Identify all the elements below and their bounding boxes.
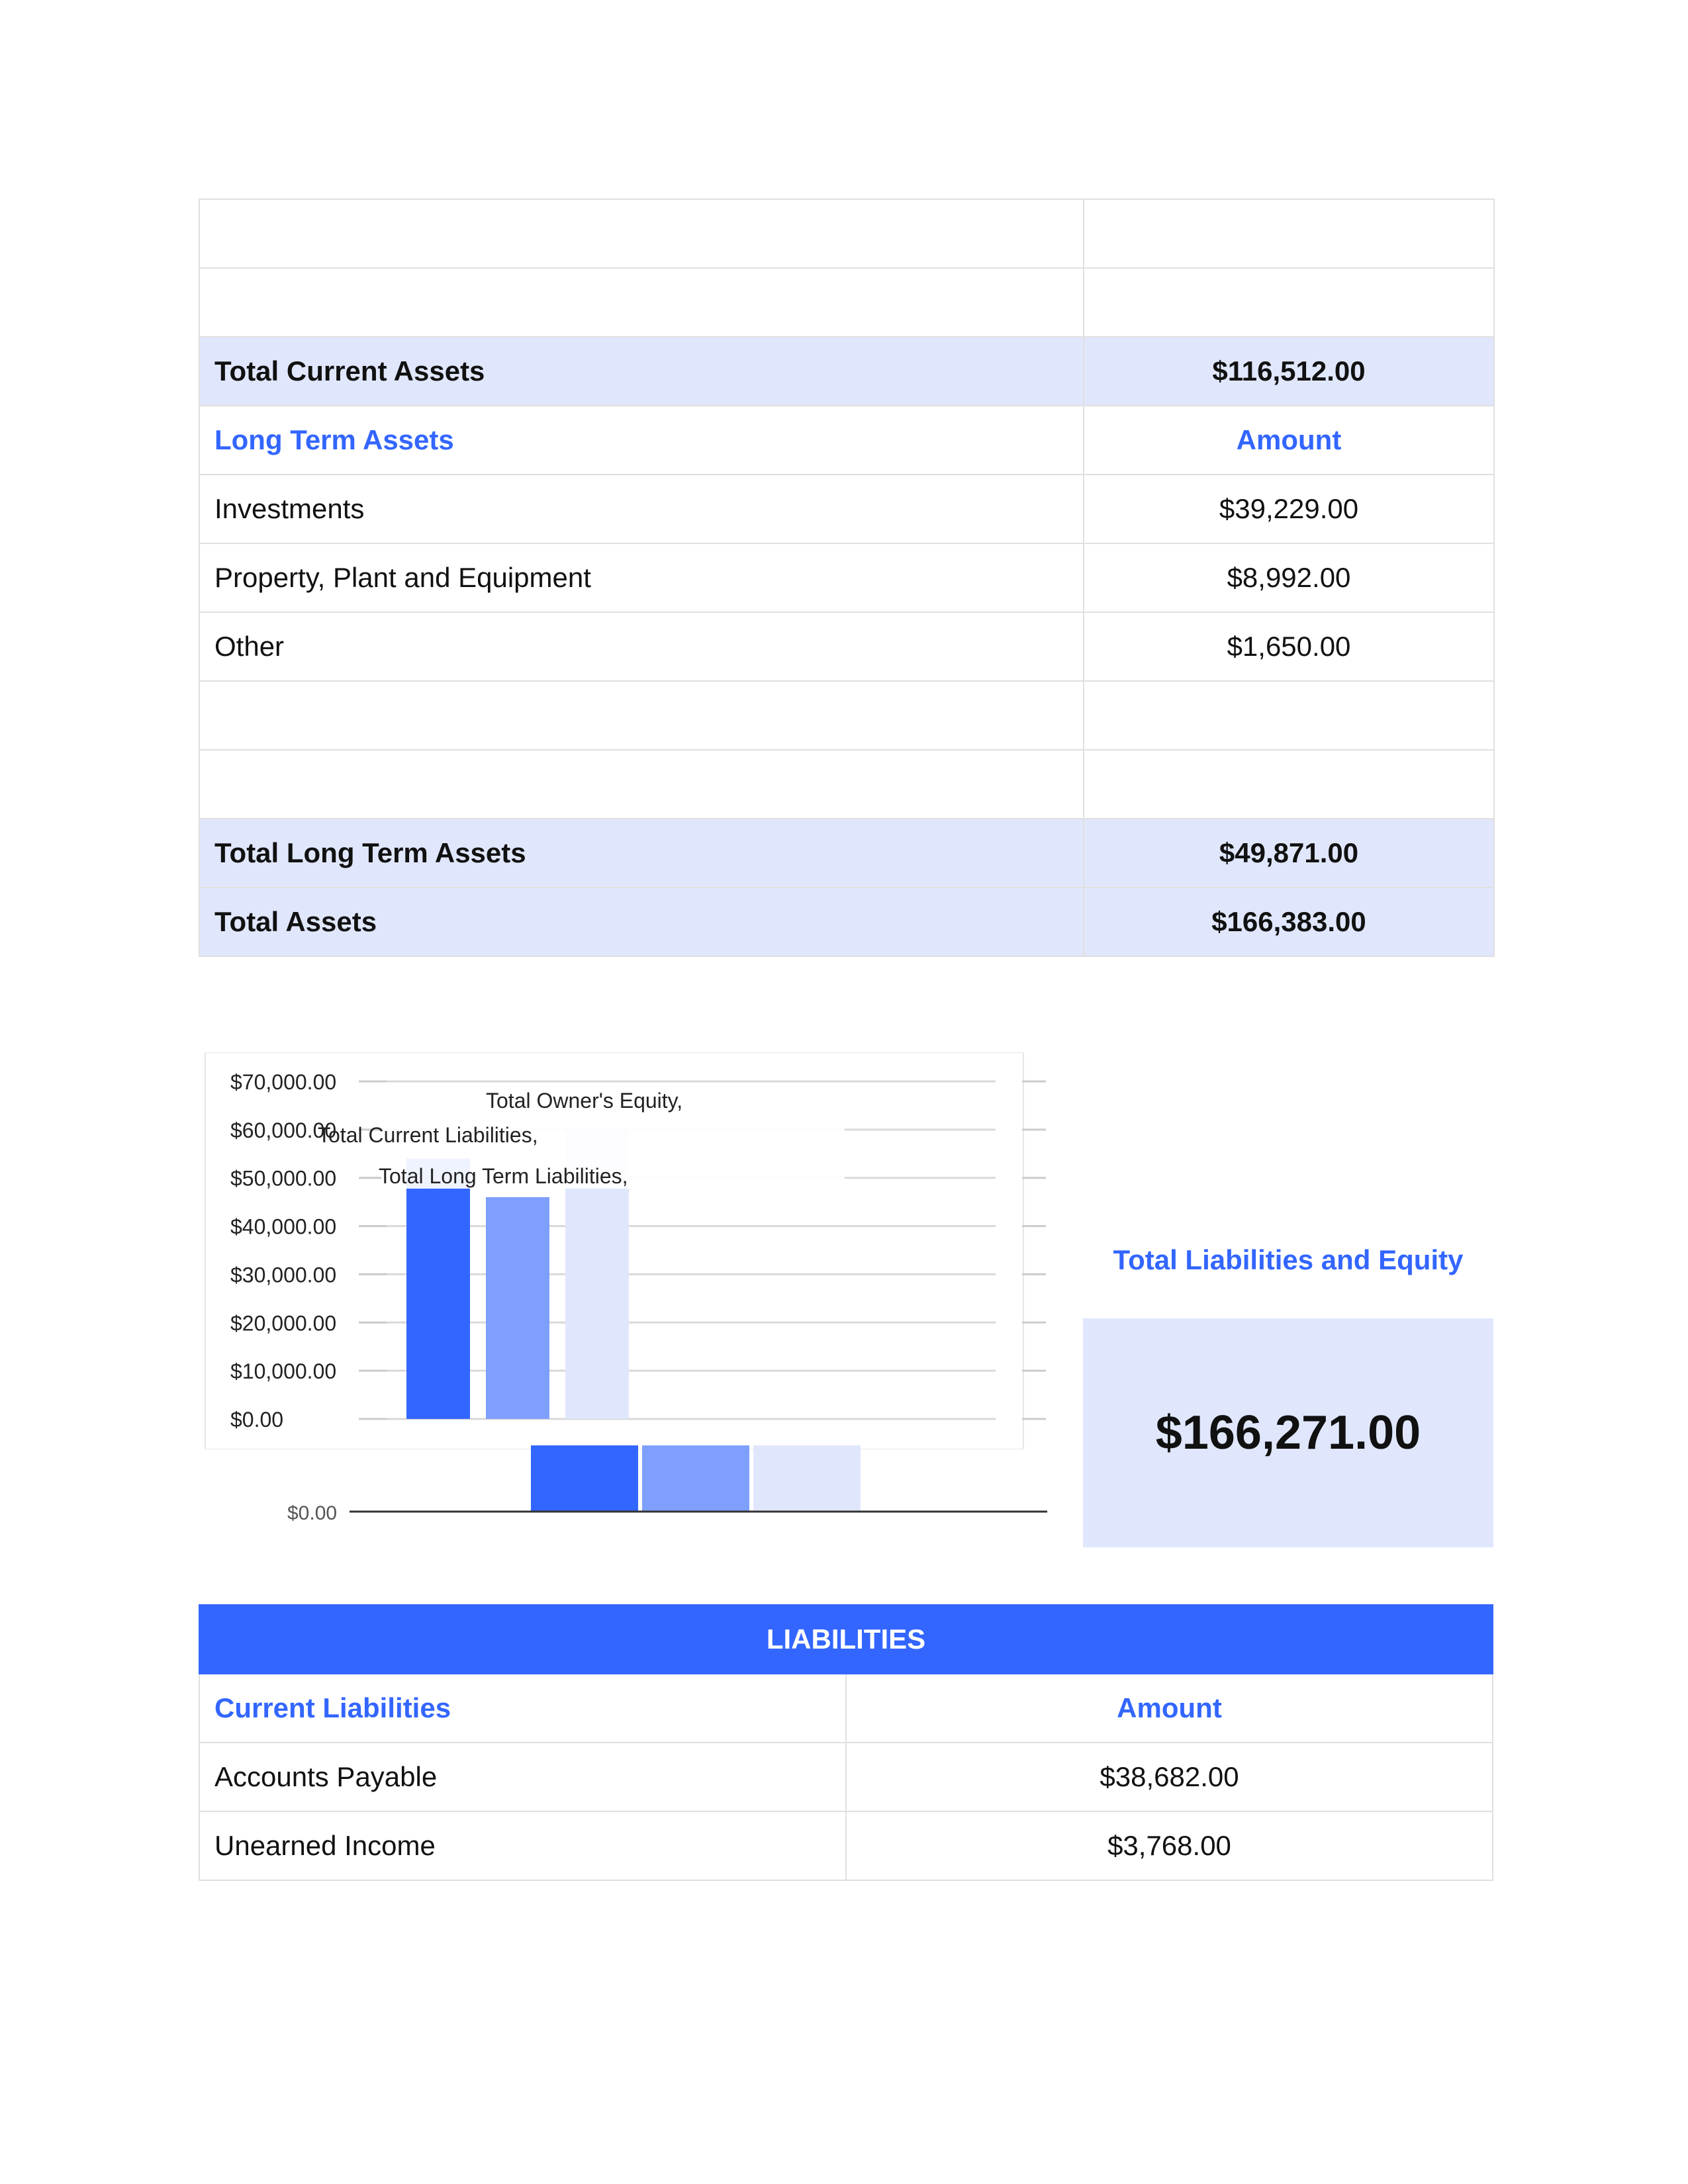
- table-row: [199, 199, 1495, 269]
- row-amount[interactable]: [1083, 199, 1495, 269]
- section-header-amount[interactable]: Amount: [1083, 405, 1495, 475]
- row-label[interactable]: Total Long Term Assets: [199, 818, 1084, 888]
- row-label[interactable]: Accounts Payable: [199, 1742, 847, 1812]
- total-assets-row: Total Assets $166,383.00: [199, 887, 1495, 957]
- strip-bar: [753, 1445, 861, 1512]
- section-header-amount[interactable]: Amount: [845, 1673, 1493, 1743]
- total-liabilities-equity-label: Total Liabilities and Equity: [1113, 1244, 1464, 1275]
- table-row: [199, 267, 1495, 338]
- table-row: Other $1,650.00: [199, 612, 1495, 682]
- row-amount[interactable]: [1083, 267, 1495, 338]
- row-label[interactable]: Property, Plant and Equipment: [199, 543, 1084, 613]
- label-backdrop: [381, 1096, 845, 1189]
- assets-table: Total Current Assets $116,512.00 Long Te…: [199, 199, 1495, 957]
- table-row: Investments $39,229.00: [199, 474, 1495, 544]
- row-label[interactable]: Total Current Assets: [199, 336, 1084, 406]
- liabilities-equity-chart: $70,000.00 $60,000.00 $50,000.00 $40,000.00…: [199, 1052, 1053, 1535]
- chart-svg: $70,000.00 $60,000.00 $50,000.00 $40,000.00…: [199, 1052, 1053, 1535]
- row-label[interactable]: [199, 267, 1084, 338]
- row-label[interactable]: [199, 680, 1084, 751]
- row-amount[interactable]: [1083, 680, 1495, 751]
- section-header-row: Long Term Assets Amount: [199, 405, 1495, 475]
- row-label[interactable]: Total Assets: [199, 887, 1084, 957]
- row-amount[interactable]: $38,682.00: [845, 1742, 1493, 1812]
- y-tick-label: $10,000.00: [230, 1359, 336, 1383]
- y-tick-label: $20,000.00: [230, 1311, 336, 1335]
- row-amount[interactable]: [1083, 749, 1495, 819]
- baseline-label: $0.00: [287, 1502, 337, 1524]
- data-label: Total Owner's Equity,: [486, 1089, 682, 1113]
- row-amount[interactable]: $8,992.00: [1083, 543, 1495, 613]
- table-row: Property, Plant and Equipment $8,992.00: [199, 543, 1495, 613]
- data-label: Total Long Term Liabilities,: [379, 1164, 628, 1188]
- row-amount[interactable]: $3,768.00: [845, 1811, 1493, 1881]
- table-row: [199, 680, 1495, 751]
- y-tick-label: $70,000.00: [230, 1070, 336, 1094]
- row-label[interactable]: Unearned Income: [199, 1811, 847, 1881]
- y-tick-label: $0.00: [230, 1408, 283, 1432]
- row-label[interactable]: [199, 749, 1084, 819]
- total-long-term-assets-row: Total Long Term Assets $49,871.00: [199, 818, 1495, 888]
- section-header-label[interactable]: Current Liabilities: [199, 1673, 847, 1743]
- liabilities-banner: LIABILITIES: [199, 1604, 1493, 1674]
- bar: [406, 1158, 470, 1419]
- row-amount[interactable]: $39,229.00: [1083, 474, 1495, 544]
- y-tick-label: $40,000.00: [230, 1215, 336, 1239]
- total-current-assets-row: Total Current Assets $116,512.00: [199, 336, 1495, 406]
- section-header-label[interactable]: Long Term Assets: [199, 405, 1084, 475]
- total-liabilities-equity-value: $166,271.00: [1155, 1406, 1421, 1459]
- y-tick-label: $60,000.00: [230, 1118, 336, 1142]
- table-row: Accounts Payable $38,682.00: [199, 1742, 1493, 1812]
- row-label[interactable]: [199, 199, 1084, 269]
- section-header-row: Current Liabilities Amount: [199, 1673, 1493, 1743]
- row-amount[interactable]: $1,650.00: [1083, 612, 1495, 682]
- total-liabilities-equity-box: $166,271.00: [1083, 1318, 1493, 1547]
- row-amount[interactable]: $49,871.00: [1083, 818, 1495, 888]
- y-tick-label: $50,000.00: [230, 1167, 336, 1191]
- bar: [486, 1197, 549, 1419]
- strip-bar: [531, 1445, 638, 1512]
- strip-bar: [642, 1445, 749, 1512]
- row-amount[interactable]: $166,383.00: [1083, 887, 1495, 957]
- table-row: Unearned Income $3,768.00: [199, 1811, 1493, 1881]
- row-label[interactable]: Other: [199, 612, 1084, 682]
- liabilities-table: LIABILITIES Current Liabilities Amount A…: [199, 1604, 1493, 1881]
- row-label[interactable]: Investments: [199, 474, 1084, 544]
- table-row: [199, 749, 1495, 819]
- liabilities-banner-row: LIABILITIES: [199, 1604, 1493, 1674]
- data-label: Total Current Liabilities,: [318, 1123, 538, 1147]
- y-tick-label: $30,000.00: [230, 1263, 336, 1287]
- row-amount[interactable]: $116,512.00: [1083, 336, 1495, 406]
